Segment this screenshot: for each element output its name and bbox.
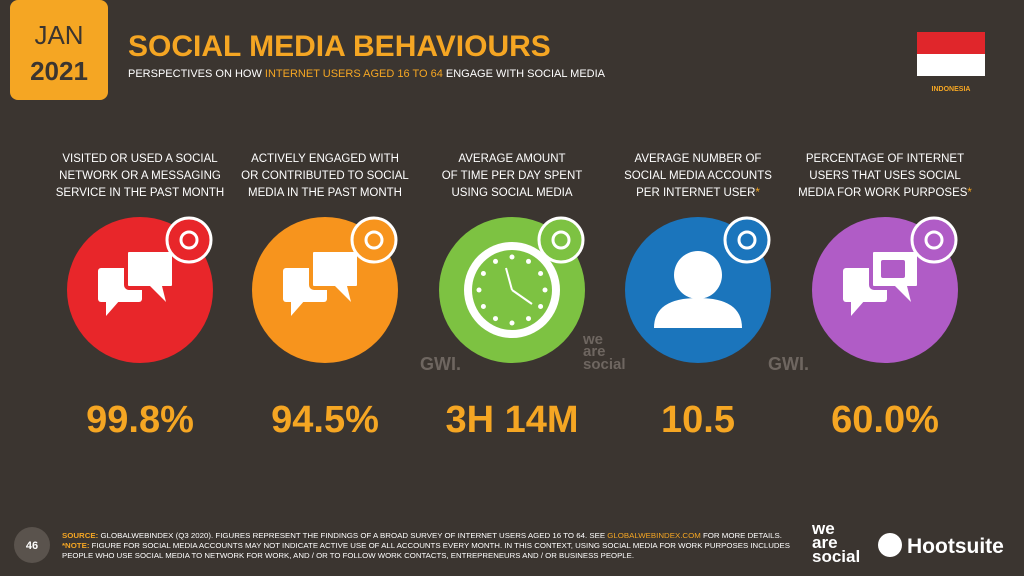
icon-tail [106, 300, 120, 316]
stat-label-text: PER INTERNET USER [636, 187, 755, 199]
stat-label: USING SOCIAL MEDIA [452, 187, 573, 199]
stat-value: 10.5 [661, 399, 735, 441]
badge-mark [364, 230, 384, 250]
stat-label: USERS THAT USES SOCIAL [809, 170, 961, 182]
logo-text: we [811, 519, 835, 538]
year: 2021 [30, 56, 88, 86]
icon-bubble [124, 248, 176, 290]
badge-mark [551, 230, 571, 250]
title: SOCIAL MEDIA BEHAVIOURS [128, 30, 551, 63]
clock-dot [538, 304, 544, 309]
badge [165, 216, 213, 264]
source-label: SOURCE: [62, 533, 98, 540]
stat-value: 60.0% [831, 399, 939, 441]
watermark: GWI. [768, 354, 809, 374]
stat-value: 3H 14M [445, 399, 578, 441]
logo-text: are [812, 533, 838, 552]
icon-tail [851, 300, 865, 316]
brand: Hootsuite [907, 535, 1004, 558]
subtitle-text: PERSPECTIVES ON HOW [128, 68, 265, 80]
brand-icon [878, 533, 902, 557]
clock-dot [526, 316, 531, 322]
flag-white [917, 54, 985, 76]
clock-dot [542, 287, 548, 293]
note: *NOTE: FIGURE FOR SOCIAL MEDIA ACCOUNTS … [62, 543, 790, 550]
person-head [674, 251, 722, 299]
clock-dot [526, 258, 531, 264]
watermark-text: are [583, 343, 606, 360]
watermark-logo: we are social [582, 331, 626, 373]
stat-label: NETWORK OR A MESSAGING [59, 170, 221, 182]
note-mark: * [967, 187, 972, 199]
clock-dot [480, 304, 486, 309]
icon-tail [150, 286, 166, 302]
stat-label: PER INTERNET USER* [636, 187, 760, 199]
clock-dot [480, 271, 486, 276]
stat-label: MEDIA IN THE PAST MONTH [248, 187, 402, 199]
page-badge [14, 527, 50, 563]
briefcase [881, 260, 905, 278]
clock-dot [493, 258, 498, 264]
note-text: PEOPLE WHO USE SOCIAL MEDIA TO NETWORK F… [62, 553, 634, 560]
stat-label: VISITED OR USED A SOCIAL [62, 153, 218, 165]
stat-label: OR CONTRIBUTED TO SOCIAL [241, 170, 409, 182]
stat-label: OF TIME PER DAY SPENT [442, 170, 583, 182]
badge-mark [179, 230, 199, 250]
footer-logo: we are social [811, 519, 860, 566]
note-text: FIGURE FOR SOCIAL MEDIA ACCOUNTS MAY NOT… [89, 543, 790, 550]
stat-label: SERVICE IN THE PAST MONTH [56, 187, 225, 199]
stat-label: AVERAGE NUMBER OF [635, 153, 762, 165]
logo-text: social [812, 547, 860, 566]
source-link: GLOBALWEBINDEX.COM [607, 533, 701, 540]
badge [350, 216, 398, 264]
page-number: 46 [26, 540, 38, 552]
note-mark: * [755, 187, 760, 199]
stat-value: 94.5% [271, 399, 379, 441]
month: JAN [34, 20, 83, 50]
watermark-text: we [582, 331, 603, 348]
source: SOURCE: GLOBALWEBINDEX (Q3 2020). FIGURE… [62, 533, 782, 540]
icon-tail [291, 300, 305, 316]
stat-label: ACTIVELY ENGAGED WITH [251, 153, 399, 165]
clock-dot [509, 320, 515, 326]
stat-label: PERCENTAGE OF INTERNET [806, 153, 964, 165]
badge [723, 216, 771, 264]
icon-tail [895, 286, 911, 302]
flag-red [917, 32, 985, 54]
source-text: GLOBALWEBINDEX (Q3 2020). FIGURES REPRES… [98, 533, 607, 540]
badge-mark [737, 230, 757, 250]
subtitle-highlight: INTERNET USERS AGED 16 TO 64 [265, 68, 443, 80]
subtitle-text: ENGAGE WITH SOCIAL MEDIA [443, 68, 606, 80]
footer-notes: SOURCE: GLOBALWEBINDEX (Q3 2020). FIGURE… [62, 533, 790, 560]
stat-value: 99.8% [86, 399, 194, 441]
clock-dot [538, 271, 544, 276]
clock-hand [505, 267, 513, 291]
clock-dot [493, 316, 498, 322]
country: INDONESIA [932, 86, 971, 93]
clock-dot [476, 287, 482, 293]
icon-bubble [309, 248, 361, 290]
clock-dot [509, 254, 515, 260]
badge-mark [924, 230, 944, 250]
stat-label: MEDIA FOR WORK PURPOSES* [798, 187, 972, 199]
watermark: GWI. [420, 354, 461, 374]
note-label: *NOTE: [62, 543, 89, 550]
stat-label: AVERAGE AMOUNT [458, 153, 565, 165]
stat-label-text: MEDIA FOR WORK PURPOSES [798, 187, 968, 199]
source-text: FOR MORE DETAILS. [701, 533, 782, 540]
stat-label: SOCIAL MEDIA ACCOUNTS [624, 170, 772, 182]
clock-hand [511, 289, 533, 305]
person-body [654, 298, 742, 328]
badge [910, 216, 958, 264]
icon-tail [335, 286, 351, 302]
badge [537, 216, 585, 264]
subtitle: PERSPECTIVES ON HOW INTERNET USERS AGED … [128, 68, 606, 80]
date-box [10, 0, 108, 100]
watermark-text: social [583, 356, 626, 373]
